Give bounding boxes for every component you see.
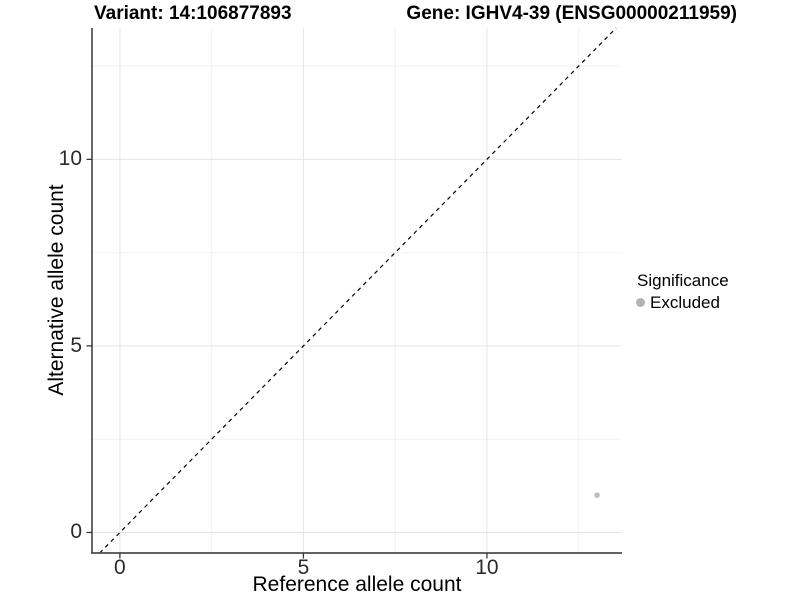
identity-line [99,27,617,554]
legend: Significance Excluded [636,270,729,313]
plot-title-gene: Gene: IGHV4-39 (ENSG00000211959) [406,3,737,24]
y-axis-title: Alternative allele count [45,184,68,396]
data-point [594,492,600,498]
legend-item-excluded: Excluded [636,292,729,313]
y-tick-label: 5 [70,333,82,357]
y-tick-label: 0 [70,520,82,544]
y-tick-label: 10 [58,147,82,171]
legend-title: Significance [637,271,729,290]
x-tick-label: 10 [475,556,499,579]
legend-item-label: Excluded [650,293,720,312]
plot-title-variant: Variant: 14:106877893 [94,3,292,24]
x-tick-label: 0 [114,556,126,579]
x-tick-label: 5 [297,556,310,579]
x-axis-title: Reference allele count [252,573,462,596]
excluded-point-swatch [636,298,645,307]
